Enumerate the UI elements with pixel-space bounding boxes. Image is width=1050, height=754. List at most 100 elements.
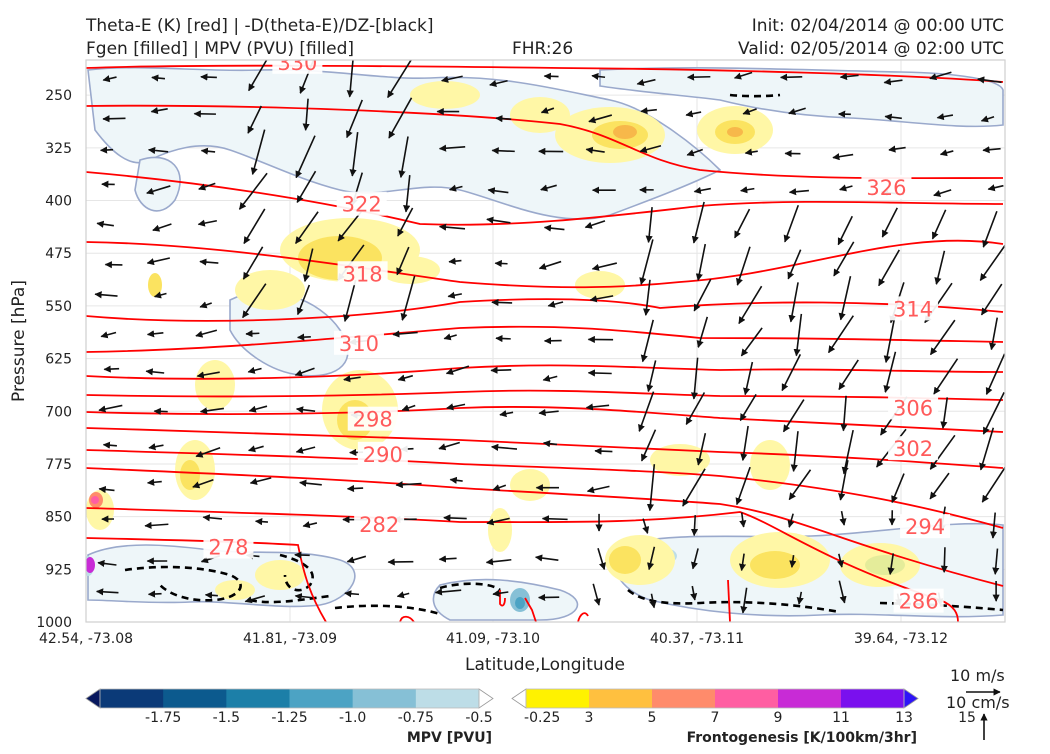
mpv-colorbar-label: -0.5 <box>465 710 492 726</box>
wind-vector <box>206 595 218 596</box>
wind-vector <box>588 373 611 374</box>
x-axis-label: Latitude,Longitude <box>465 655 625 675</box>
y-tick-label: 1000 <box>36 615 72 631</box>
theta-e-label: 286 <box>899 590 939 614</box>
mpv-colorbar-title: MPV [PVU] <box>407 730 492 746</box>
theta-e-label: 302 <box>893 437 933 461</box>
fgen-colorbar-label: 5 <box>648 710 657 726</box>
wind-vector <box>295 555 310 556</box>
mpv-colorbar-label: -1.75 <box>145 710 181 726</box>
mpv-colorbar-low-cap <box>86 689 100 708</box>
mpv-colorbar-segment <box>290 689 354 708</box>
x-tick-label: 39.64, -73.12 <box>854 631 948 647</box>
wind-vector <box>495 263 507 264</box>
theta-e-label: 322 <box>342 193 382 217</box>
x-axis: 42.54, -73.08 41.81, -73.09 41.09, -73.10 4… <box>39 631 948 647</box>
wind-vector <box>688 77 711 78</box>
vector-key: 10 m/s 10 cm/s <box>946 666 1010 740</box>
x-tick-label: 42.54, -73.08 <box>39 631 133 647</box>
mpv-colorbar-high-cap <box>479 689 493 708</box>
wind-vector <box>492 150 514 151</box>
mpv-colorbar-label: -1.0 <box>339 710 366 726</box>
mpv-colorbar: -1.75 -1.5 -1.25 -1.0 -0.75 -0.5 -0.25 <box>86 689 560 726</box>
x-tick-label: 41.09, -73.10 <box>446 631 540 647</box>
fgen-colorbar-segment <box>589 689 653 708</box>
mpv-colorbar-segment <box>416 689 480 708</box>
mpv-colorbar-label: -1.5 <box>213 710 240 726</box>
wind-vector <box>543 519 568 520</box>
wind-vector <box>491 370 511 371</box>
wind-vector <box>256 521 268 522</box>
vector-key-vertical-label: 10 cm/s <box>946 693 1010 712</box>
wind-vector <box>944 547 945 572</box>
y-tick-label: 250 <box>45 88 72 104</box>
fgen-colorbar-segment <box>652 689 716 708</box>
chart-header: Theta-E (K) [red] | -D(theta-E)/DZ-[blac… <box>85 16 1004 59</box>
wind-vector <box>444 518 467 519</box>
fgen-colorbar-high-cap <box>904 689 918 708</box>
forecast-hour: FHR:26 <box>512 39 573 59</box>
init-time: Init: 02/04/2014 @ 00:00 UTC <box>752 16 1004 36</box>
mpv-colorbar-label: -0.75 <box>398 710 434 726</box>
fgen-colorbar-segment <box>841 689 905 708</box>
wind-vector <box>492 302 512 303</box>
vector-key-horizontal-label: 10 m/s <box>950 666 1005 685</box>
theta-e-label: 294 <box>905 515 945 539</box>
wind-vector <box>104 369 119 370</box>
wind-vector <box>246 333 259 334</box>
theta-e-label: 282 <box>359 513 399 537</box>
mpv-colorbar-segment <box>100 689 164 708</box>
wind-vector <box>201 77 217 78</box>
fgen-colorbar-label: 3 <box>585 710 594 726</box>
mpv-colorbar-segment <box>226 689 290 708</box>
header-title-line1: Theta-E (K) [red] | -D(theta-E)/DZ-[blac… <box>85 16 434 36</box>
theta-e-label: 326 <box>866 176 906 200</box>
wind-vector <box>101 150 113 151</box>
theta-e-label: 314 <box>893 297 933 321</box>
wind-vector <box>694 515 695 535</box>
y-tick-label: 325 <box>45 141 72 157</box>
theta-e-label: 318 <box>343 262 383 286</box>
theta-e-label: 298 <box>353 408 393 432</box>
wind-vector <box>781 77 803 78</box>
wind-vector <box>149 594 162 595</box>
mpv-colorbar-segment <box>353 689 417 708</box>
wind-vector <box>154 411 167 412</box>
y-tick-label: 400 <box>45 194 72 210</box>
fgen-colorbar-label: 9 <box>774 710 783 726</box>
y-tick-label: 700 <box>45 404 72 420</box>
y-tick-label: 625 <box>45 352 72 368</box>
y-tick-label: 925 <box>45 562 72 578</box>
header-title-line2: Fgen [filled] | MPV (PVU) [filled] <box>86 39 354 59</box>
y-tick-label: 475 <box>45 246 72 262</box>
wind-vector <box>348 488 364 489</box>
wind-vector <box>595 451 612 452</box>
mpv-colorbar-label: -1.25 <box>271 710 307 726</box>
fgen-colorbar-segment <box>778 689 842 708</box>
wind-vector <box>103 118 125 119</box>
wind-vector <box>298 337 311 338</box>
y-tick-label: 775 <box>45 457 72 473</box>
valid-time: Valid: 02/05/2014 @ 02:00 UTC <box>738 39 1004 59</box>
fgen-colorbar-label: 7 <box>711 710 720 726</box>
y-tick-label: 850 <box>45 510 72 526</box>
theta-e-label: 306 <box>893 396 933 420</box>
x-tick-label: 41.81, -73.09 <box>243 631 337 647</box>
wind-vector <box>496 338 511 339</box>
fgen-colorbar-label: 11 <box>832 710 850 726</box>
wind-vector <box>544 76 558 77</box>
mpv-colorbar-label: -0.25 <box>524 710 560 726</box>
fgen-colorbar-segment <box>715 689 779 708</box>
theta-e-label: 278 <box>208 536 248 560</box>
theta-e-label: 310 <box>339 332 379 356</box>
fgen-colorbar-label: 15 <box>958 710 976 726</box>
theta-e-label: 290 <box>363 443 403 467</box>
wind-vector <box>439 558 456 559</box>
x-tick-label: 40.37, -73.11 <box>650 631 744 647</box>
wind-vector <box>496 118 511 119</box>
fgen-colorbar-segment <box>526 689 590 708</box>
frontogenesis-colorbar-title: Frontogenesis [K/100km/3hr] <box>687 730 917 746</box>
